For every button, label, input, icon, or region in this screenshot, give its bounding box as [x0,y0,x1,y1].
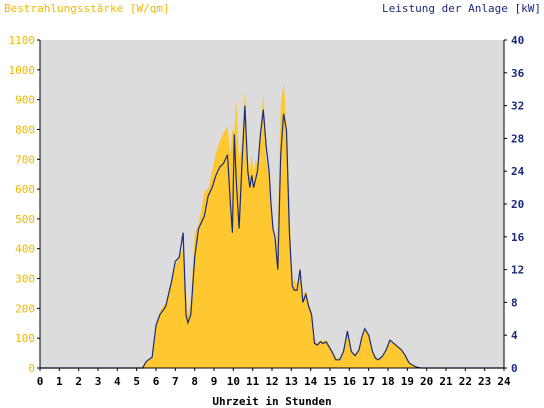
x-tick-label: 24 [497,375,511,388]
right-tick-label: 16 [511,231,525,244]
right-tick-label: 40 [511,34,524,47]
right-tick-label: 8 [511,296,518,309]
x-tick-label: 1 [56,375,63,388]
irradiance-area [40,81,504,368]
left-tick-label: 400 [15,243,35,256]
x-tick-label: 3 [95,375,102,388]
left-tick-label: 300 [15,273,35,286]
right-tick-label: 20 [511,198,524,211]
x-tick-label: 17 [362,375,375,388]
left-tick-label: 200 [15,302,35,315]
x-tick-label: 22 [459,375,472,388]
x-tick-label: 18 [381,375,394,388]
irradiance-area-layer [40,81,504,368]
x-tick-label: 20 [420,375,433,388]
left-tick-label: 800 [15,123,35,136]
x-tick-label: 9 [211,375,218,388]
x-tick-label: 5 [133,375,140,388]
x-tick-label: 14 [304,375,318,388]
x-tick-label: 0 [37,375,44,388]
left-tick-label: 1000 [9,64,36,77]
x-tick-label: 2 [75,375,82,388]
left-tick-label: 100 [15,332,35,345]
x-tick-label: 6 [153,375,160,388]
left-tick-label: 900 [15,94,35,107]
x-tick-label: 21 [439,375,453,388]
x-tick-label: 10 [227,375,240,388]
right-tick-label: 12 [511,264,524,277]
x-tick-label: 7 [172,375,179,388]
left-axis-title: Bestrahlungsstärke [W/qm] [4,2,170,15]
x-tick-label: 12 [265,375,278,388]
right-tick-label: 24 [511,165,525,178]
power-line-layer [40,105,504,369]
x-tick-label: 11 [246,375,260,388]
x-tick-label: 13 [285,375,298,388]
x-tick-label: 8 [191,375,198,388]
left-tick-label: 0 [28,362,35,375]
right-tick-label: 28 [511,132,524,145]
left-tick-label: 600 [15,183,35,196]
left-tick-label: 700 [15,153,35,166]
right-tick-label: 32 [511,100,524,113]
x-tick-label: 16 [343,375,357,388]
x-tick-label: 15 [323,375,336,388]
left-tick-label: 500 [15,213,35,226]
x-tick-label: 19 [401,375,414,388]
tick-labels-layer: 0100200300400500600700800900100011000481… [9,34,525,388]
x-tick-label: 4 [114,375,121,388]
x-tick-label: 23 [478,375,491,388]
right-tick-label: 0 [511,362,518,375]
axes-layer [37,39,507,371]
right-tick-label: 36 [511,67,525,80]
left-tick-label: 1100 [9,34,36,47]
right-axis-title: Leistung der Anlage [kW] [382,2,541,15]
power-line [40,105,504,369]
x-axis-title: Uhrzeit in Stunden [212,395,331,408]
right-tick-label: 4 [511,329,518,342]
